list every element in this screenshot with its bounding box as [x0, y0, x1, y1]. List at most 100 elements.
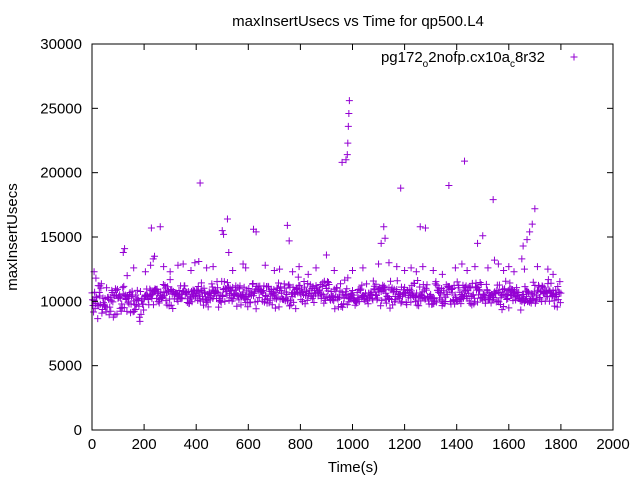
data-point [237, 301, 245, 309]
data-point [330, 297, 338, 305]
data-point [536, 294, 544, 302]
data-point [504, 295, 512, 303]
data-point [335, 293, 343, 301]
y-tick-label: 0 [74, 422, 82, 439]
data-point [382, 299, 390, 307]
x-tick-label: 1400 [440, 436, 473, 453]
data-point [285, 302, 293, 310]
data-point-outlier [225, 248, 233, 256]
data-point [221, 297, 229, 305]
data-point [414, 277, 422, 285]
legend-label-part: 2nofp.cx10a [428, 49, 510, 66]
data-point [272, 289, 280, 297]
data-point [453, 278, 461, 286]
data-point [169, 305, 177, 313]
data-point [155, 299, 163, 307]
data-point [406, 285, 414, 293]
data-point [487, 299, 495, 307]
data-point-outlier [96, 282, 104, 290]
data-point [382, 289, 390, 297]
data-point-outlier [270, 266, 278, 274]
data-point [417, 297, 425, 305]
data-point [197, 279, 205, 287]
data-point [393, 277, 401, 285]
data-point-outlier [474, 239, 482, 247]
data-point [550, 297, 558, 305]
data-point [432, 298, 440, 306]
data-point [120, 304, 128, 312]
data-point-outlier [533, 263, 541, 271]
data-point-outlier [166, 268, 174, 276]
data-point [181, 282, 189, 290]
data-point [268, 301, 276, 309]
data-point [387, 277, 395, 285]
data-point-outlier [490, 256, 498, 264]
data-point [526, 298, 534, 306]
data-point [384, 293, 392, 301]
data-point [249, 279, 257, 287]
data-point [194, 283, 202, 291]
data-point [252, 305, 260, 313]
data-point [109, 298, 117, 306]
data-point [128, 293, 136, 301]
data-point [494, 297, 502, 305]
data-point [506, 279, 514, 287]
y-tick-label: 20000 [40, 165, 82, 182]
data-point [377, 302, 385, 310]
data-point [120, 282, 128, 290]
data-point [437, 289, 445, 297]
data-point [118, 300, 126, 308]
data-points [88, 97, 565, 325]
data-point [233, 302, 241, 310]
data-point [364, 300, 372, 308]
data-point-outlier [130, 264, 138, 272]
data-point-outlier [458, 260, 466, 268]
data-point [515, 289, 523, 297]
data-point-outlier [203, 264, 211, 272]
data-point [89, 296, 97, 304]
data-point [423, 281, 431, 289]
data-point [287, 297, 295, 305]
data-point-outlier [209, 263, 217, 271]
legend-label: pg172o2nofp.cx10ac8r32 [381, 49, 545, 70]
data-point [547, 279, 555, 287]
data-point [107, 297, 115, 305]
data-point-outlier [344, 122, 352, 130]
data-point-outlier [345, 109, 353, 117]
data-point [340, 294, 348, 302]
data-point [498, 306, 506, 314]
data-point [244, 303, 252, 311]
data-point [324, 287, 332, 295]
data-point-outlier [401, 266, 409, 274]
data-point-outlier [461, 157, 469, 165]
data-point [443, 291, 451, 299]
data-point-outlier [429, 266, 437, 274]
data-point [332, 284, 340, 292]
legend-marker-symbol [570, 53, 578, 61]
data-point [128, 287, 136, 295]
data-point [271, 304, 279, 312]
data-point-outlier [121, 245, 129, 253]
data-point [413, 289, 421, 297]
data-point-outlier [520, 265, 528, 273]
data-point [449, 285, 457, 293]
data-point-outlier [519, 242, 527, 250]
data-point [208, 283, 216, 291]
data-point-outlier [141, 268, 149, 276]
data-point [431, 297, 439, 305]
data-point-outlier [160, 263, 168, 271]
data-point-outlier [463, 266, 471, 274]
data-point [259, 287, 267, 295]
data-point [343, 285, 351, 293]
data-point [553, 303, 561, 311]
data-point [220, 278, 228, 286]
data-point [140, 306, 148, 314]
data-point [130, 307, 138, 315]
data-point [325, 281, 333, 289]
data-point-outlier [445, 182, 453, 190]
legend-label-subscript: o [423, 59, 429, 70]
data-point [470, 294, 478, 302]
data-point [264, 282, 272, 290]
data-point [339, 303, 347, 311]
